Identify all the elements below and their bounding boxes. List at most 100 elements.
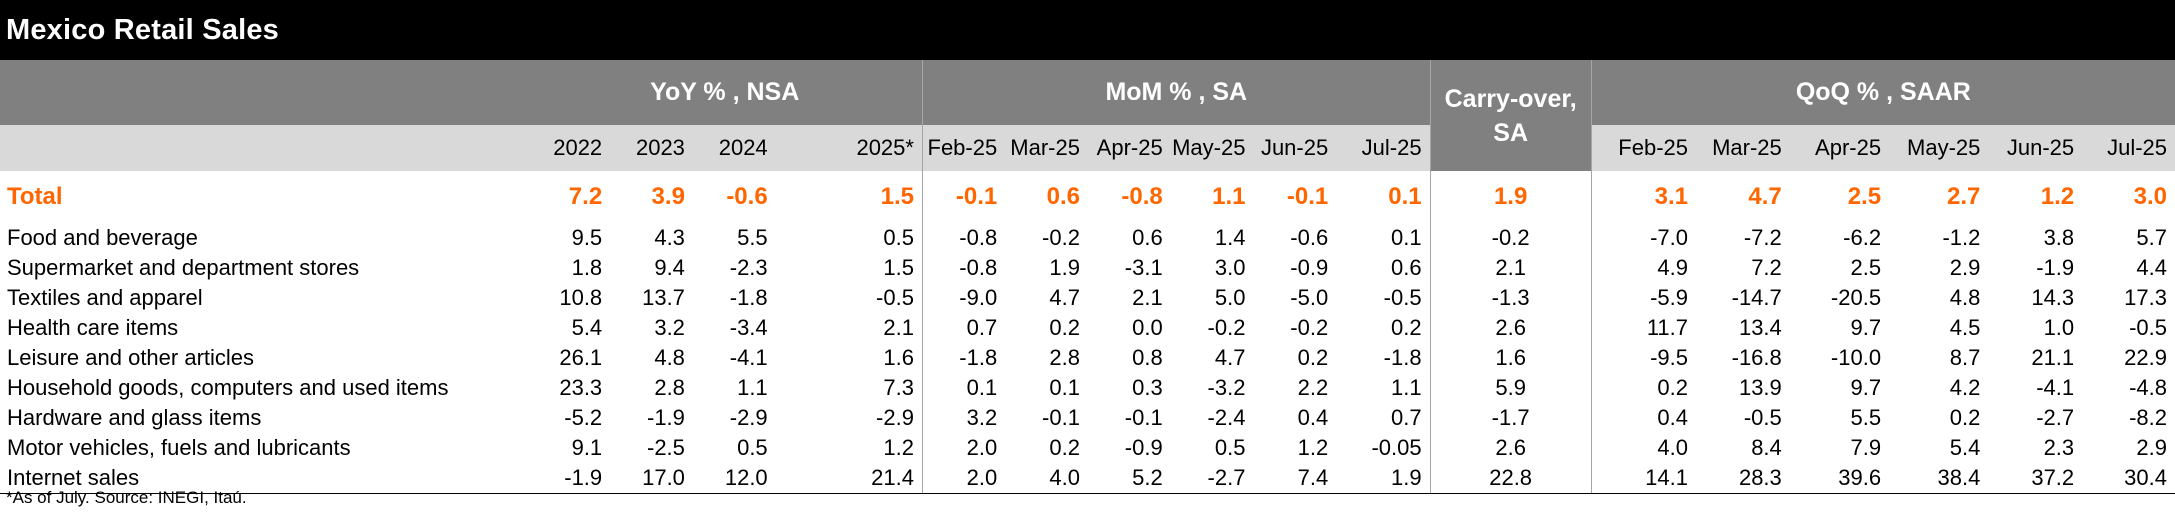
- cell-yoy: -1.9: [647, 405, 685, 430]
- cell-qoq: -6.2: [1843, 225, 1882, 250]
- cell-mom: -0.6: [1290, 225, 1329, 250]
- table-row: Hardware and glass items -5.2 -1.9 -2.9 …: [0, 403, 2175, 433]
- cell-qoq: -8.2: [2129, 405, 2167, 430]
- title-bar: Mexico Retail Sales: [0, 0, 2175, 60]
- cell-mom: 0.4: [1297, 405, 1329, 430]
- cell-yoy: 12.0: [692, 463, 776, 494]
- cell-qoq: -16.8: [1731, 345, 1782, 370]
- cell-yoy: 7.3: [775, 373, 923, 403]
- group-header-carry-over: Carry-over, SA: [1430, 60, 1592, 171]
- cell-qoq: -20.5: [1830, 285, 1882, 310]
- cell-mom: 2.0: [966, 435, 998, 460]
- col-header-mom-mar: Mar-25: [1005, 125, 1088, 171]
- cell-mom: -2.4: [1207, 405, 1246, 430]
- cell-yoy: 1.1: [737, 375, 768, 400]
- group-header-qoq: QoQ % , SAAR: [1591, 60, 2175, 125]
- cell-qoq: -1.9: [2036, 255, 2075, 280]
- cell-qoq: 39.6: [1789, 463, 1890, 494]
- row-label: Food and beverage: [7, 225, 198, 250]
- table-row: Motor vehicles, fuels and lubricants 9.1…: [0, 433, 2175, 463]
- retail-sales-table: YoY % , NSA MoM % , SA Carry-over, SA Qo…: [0, 60, 2175, 494]
- cell-mom: 1.2: [1297, 435, 1329, 460]
- cell-mom: -0.1: [1042, 405, 1080, 430]
- cell-yoy: -2.9: [775, 403, 923, 433]
- cell-mom: 2.2: [1297, 375, 1329, 400]
- group-header-row: YoY % , NSA MoM % , SA Carry-over, SA Qo…: [0, 60, 2175, 171]
- cell-yoy: 3.9: [651, 183, 685, 210]
- cell-qoq: 4.4: [2136, 255, 2167, 280]
- cell-yoy: 5.4: [571, 315, 603, 340]
- col-header-qoq-jul: Jul-25: [2082, 125, 2175, 171]
- cell-yoy: 26.1: [559, 345, 603, 370]
- cell-qoq: 4.9: [1657, 255, 1688, 280]
- cell-mom: 1.1: [1212, 183, 1246, 210]
- col-header-mom-jul: Jul-25: [1336, 125, 1431, 171]
- footnote: *As of July. Source: INEGI, Itaú.: [6, 488, 247, 507]
- cell-qoq: 1.2: [2040, 183, 2075, 210]
- cell-yoy: -1.8: [729, 285, 768, 310]
- cell-qoq: 2.7: [1947, 183, 1981, 210]
- cell-mom: 1.4: [1214, 225, 1246, 250]
- cell-carry-over: -1.3: [1430, 283, 1592, 313]
- cell-qoq: -5.9: [1650, 285, 1688, 310]
- table-title: Mexico Retail Sales: [6, 14, 279, 46]
- row-label: Motor vehicles, fuels and lubricants: [7, 435, 351, 460]
- cell-mom: 5.0: [1214, 285, 1246, 310]
- cell-mom: 4.7: [1214, 345, 1246, 370]
- row-label: Hardware and glass items: [7, 405, 262, 430]
- cell-qoq: 0.2: [1657, 375, 1688, 400]
- col-header-yoy-2024: 2024: [692, 125, 776, 171]
- cell-mom: -5.0: [1290, 285, 1329, 310]
- table-row: Food and beverage 9.5 4.3 5.5 0.5 -0.8 -…: [0, 223, 2175, 253]
- row-label: Supermarket and department stores: [7, 255, 360, 280]
- cell-yoy: 23.3: [559, 375, 603, 400]
- cell-qoq: 2.5: [1850, 255, 1882, 280]
- cell-qoq: 1.0: [2043, 315, 2075, 340]
- cell-qoq: 14.3: [2031, 285, 2075, 310]
- cell-carry-over: 2.1: [1430, 253, 1592, 283]
- column-header-row: 2022 2023 2024 2025* Feb-25 Mar-25 Apr-2…: [0, 125, 2175, 171]
- cell-qoq: 3.0: [2133, 183, 2167, 210]
- cell-qoq: 30.4: [2082, 463, 2175, 494]
- table-row: Supermarket and department stores 1.8 9.…: [0, 253, 2175, 283]
- cell-mom: 0.6: [1336, 253, 1431, 283]
- row-label: Total: [7, 183, 63, 210]
- cell-qoq: 28.3: [1696, 463, 1790, 494]
- cell-mom: -0.2: [1207, 315, 1246, 340]
- row-label: Internet sales: [0, 463, 528, 494]
- cell-qoq: 3.8: [2043, 225, 2075, 250]
- cell-mom: -0.1: [955, 183, 998, 210]
- cell-mom: 4.7: [1049, 285, 1080, 310]
- cell-qoq: 5.7: [2136, 225, 2167, 250]
- cell-mom: 7.4: [1253, 463, 1337, 494]
- cell-qoq: -0.5: [1743, 405, 1782, 430]
- cell-qoq: 5.5: [1850, 405, 1882, 430]
- cell-yoy: 1.2: [775, 433, 923, 463]
- cell-mom: 0.8: [1132, 345, 1163, 370]
- cell-mom: -3.2: [1207, 375, 1246, 400]
- col-header-mom-apr: Apr-25: [1087, 125, 1171, 171]
- cell-mom: -0.2: [1290, 315, 1329, 340]
- cell-qoq: -9.5: [1650, 345, 1688, 370]
- cell-mom: 3.0: [1214, 255, 1246, 280]
- cell-qoq: 3.1: [1654, 183, 1688, 210]
- cell-qoq: 2.3: [2043, 435, 2075, 460]
- cell-yoy: 4.8: [654, 345, 685, 370]
- cell-yoy: 1.5: [775, 253, 923, 283]
- cell-qoq: 11.7: [1646, 315, 1688, 340]
- cell-carry-over: 5.9: [1430, 373, 1592, 403]
- cell-yoy: 7.2: [568, 183, 603, 210]
- cell-yoy: -2.9: [729, 405, 768, 430]
- cell-mom: 0.3: [1132, 375, 1163, 400]
- cell-qoq: 13.4: [1738, 315, 1782, 340]
- cell-qoq: 8.4: [1751, 435, 1782, 460]
- cell-yoy: -2.5: [647, 435, 685, 460]
- cell-mom: 4.0: [1005, 463, 1088, 494]
- cell-mom: -0.1: [1124, 405, 1163, 430]
- cell-mom: 1.9: [1049, 255, 1080, 280]
- cell-qoq: -10.0: [1830, 345, 1882, 370]
- cell-mom: -0.8: [959, 255, 998, 280]
- cell-yoy: -4.1: [729, 345, 768, 370]
- cell-yoy: 21.4: [775, 463, 923, 494]
- cell-qoq: 38.4: [1889, 463, 1989, 494]
